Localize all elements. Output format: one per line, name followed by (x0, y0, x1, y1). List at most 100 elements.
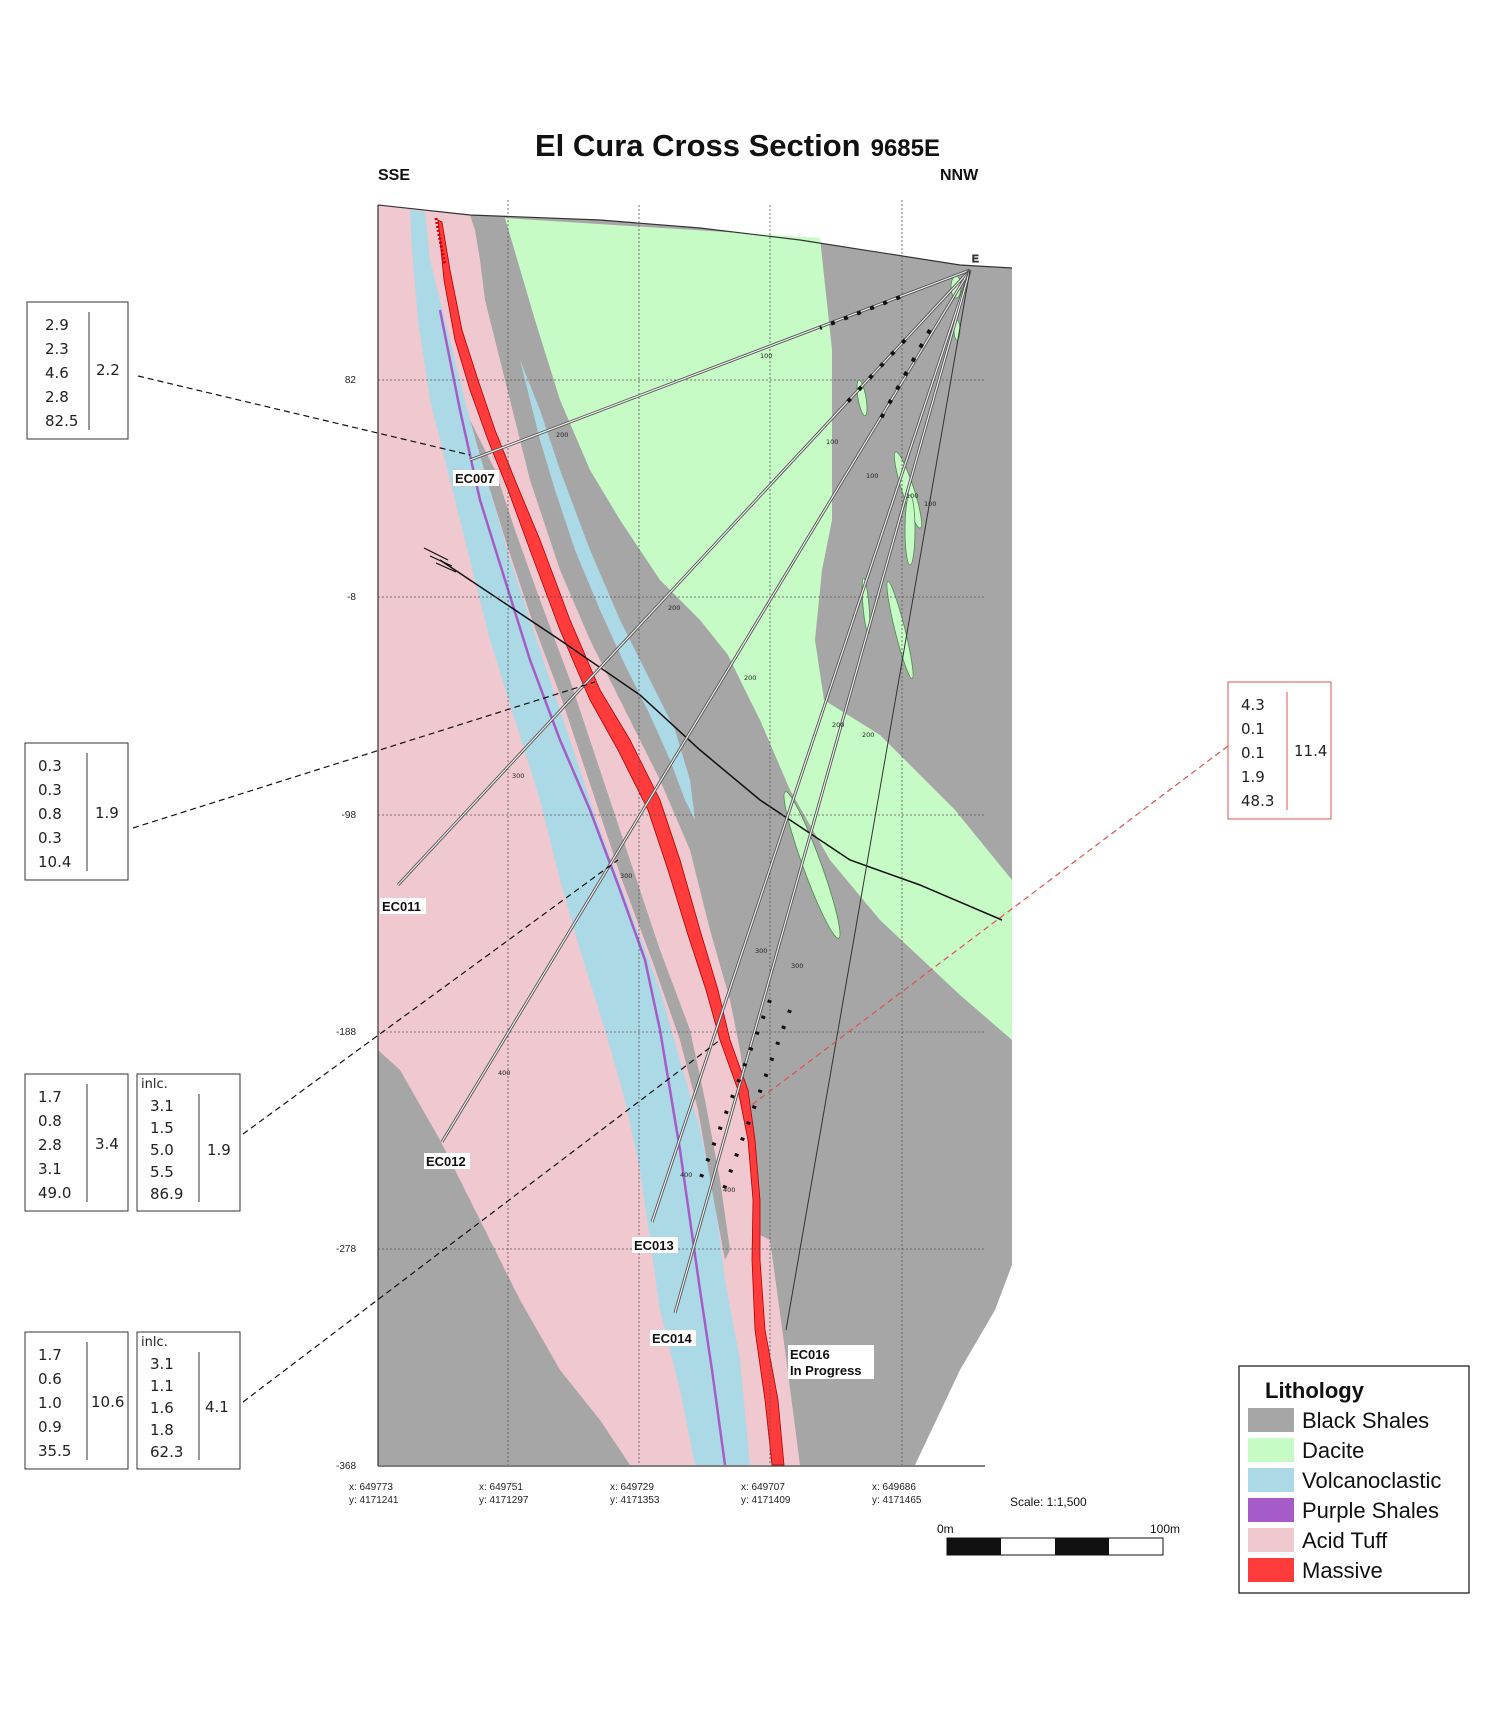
depth-mark: 400 (498, 1069, 510, 1077)
assay-incl-label: inlc. (141, 1077, 168, 1092)
hole-label-ec013: EC013 (634, 1238, 674, 1253)
elevation-label: -368 (336, 1461, 356, 1472)
scale-label: Scale: 1:1,500 (1010, 1495, 1087, 1509)
dacite-lens (783, 791, 841, 939)
assay-value: 1.1 (150, 1377, 174, 1395)
leader-lines (132, 375, 1229, 1403)
legend-swatch (1248, 1438, 1294, 1462)
collar-label: E (972, 254, 979, 265)
geology-section (377, 204, 1013, 1466)
depth-mark: 400 (680, 1171, 692, 1179)
coord-y-label: y: 4171465 (872, 1495, 922, 1506)
hole-label-ec011: EC011 (382, 899, 421, 914)
scale-end-label: 100m (1150, 1522, 1180, 1536)
black-shales-thin-band (470, 420, 730, 1260)
legend-swatch (1248, 1468, 1294, 1492)
legend-swatch (1248, 1498, 1294, 1522)
legend-label: Purple Shales (1302, 1498, 1439, 1523)
figure-title: El Cura Cross Section 9685E (535, 128, 940, 163)
assay-value: 62.3 (150, 1443, 183, 1461)
elevation-label: -278 (336, 1244, 356, 1255)
assay-result: 1.9 (95, 804, 119, 822)
depth-mark: 200 (744, 674, 756, 682)
assay-result: 1.9 (207, 1141, 231, 1159)
leader-line-box3 (242, 859, 619, 1135)
assay-value: 1.6 (150, 1399, 174, 1417)
depth-mark: 400 (723, 1186, 735, 1194)
assay-value: 0.1 (1241, 720, 1265, 738)
assay-box: 2.9 2.3 4.6 2.8 82.5 2.2 (26, 301, 129, 440)
assay-value: 0.8 (38, 805, 62, 823)
coord-y-label: y: 4171241 (349, 1495, 399, 1506)
dacite-unit-main (505, 218, 1012, 1040)
coord-x-label: x: 649773 (349, 1482, 393, 1493)
depth-mark: 200 (556, 431, 568, 439)
hole-label-ec012: EC012 (426, 1154, 466, 1169)
assay-value: 0.1 (1241, 744, 1265, 762)
coord-y-label: y: 4171409 (741, 1495, 791, 1506)
volcanoclastic-unit-west (410, 210, 750, 1465)
coord-x-label: x: 649729 (610, 1482, 654, 1493)
drill-holes: E (396, 254, 980, 1331)
hole-status-ec016: In Progress (790, 1363, 862, 1378)
fault-arrow (423, 547, 457, 573)
assay-box: 0.3 0.3 0.8 0.3 10.4 1.9 (24, 742, 129, 881)
legend-label: Dacite (1302, 1438, 1364, 1463)
legend-label: Black Shales (1302, 1408, 1429, 1433)
assay-value: 3.1 (150, 1097, 174, 1115)
leader-line-box1 (137, 375, 471, 456)
assay-result: 11.4 (1294, 742, 1327, 760)
assay-value: 2.8 (45, 388, 69, 406)
coord-y-label: y: 4171353 (610, 1495, 660, 1506)
assay-value: 3.1 (38, 1160, 62, 1178)
drill-hole-labels: EC007 EC011 EC012 EC013 EC014 EC016 In P… (380, 470, 874, 1379)
assay-value: 1.9 (1241, 768, 1265, 786)
assay-box: 1.7 0.8 2.8 3.1 49.0 3.4 (24, 1073, 129, 1212)
legend-label: Acid Tuff (1302, 1528, 1388, 1553)
assay-value: 4.3 (1241, 696, 1265, 714)
depth-mark: 100 (760, 352, 772, 360)
depth-mark: 200 (832, 721, 844, 729)
hole-label-ec016: EC016 (790, 1347, 830, 1362)
assay-result: 10.6 (91, 1393, 124, 1411)
hole-label-ec007: EC007 (455, 471, 495, 486)
assay-value: 86.9 (150, 1185, 183, 1203)
elevation-label: -188 (336, 1027, 356, 1038)
assay-value: 0.8 (38, 1112, 62, 1130)
assay-value: 1.8 (150, 1421, 174, 1439)
massive-unit (437, 219, 785, 1466)
assay-value: 4.6 (45, 364, 69, 382)
assay-value: 3.1 (150, 1355, 174, 1373)
assay-value: 82.5 (45, 412, 78, 430)
hole-label-ec014: EC014 (652, 1331, 693, 1346)
legend-swatch (1248, 1558, 1294, 1582)
elevation-label: 82 (345, 375, 357, 386)
assay-incl-label: inlc. (141, 1335, 168, 1350)
acid-tuff-unit-east (750, 1230, 800, 1465)
assay-value: 5.5 (150, 1163, 174, 1181)
legend-swatch (1248, 1528, 1294, 1552)
grid (377, 200, 985, 1467)
assay-value: 35.5 (38, 1442, 71, 1460)
assay-result: 4.1 (205, 1398, 229, 1416)
legend-label: Massive (1302, 1558, 1383, 1583)
dacite-lens (886, 581, 914, 679)
assay-value: 0.9 (38, 1418, 62, 1436)
depth-mark: 200 (668, 604, 680, 612)
purple-shales-unit (438, 309, 727, 1466)
assay-value: 1.0 (38, 1394, 62, 1412)
depth-mark: 300 (512, 772, 524, 780)
fault-line (439, 559, 1003, 921)
depth-marks: 100 100 100 100 100 200 200 200 200 200 … (498, 352, 936, 1194)
assay-value: 10.4 (38, 853, 71, 871)
ground-surface (377, 204, 1013, 269)
leader-line-box5 (744, 745, 1229, 1111)
coord-x-label: x: 649751 (479, 1482, 523, 1493)
depth-mark: 300 (791, 962, 803, 970)
assay-value: 49.0 (38, 1184, 71, 1202)
assay-value: 5.0 (150, 1141, 174, 1159)
direction-right-label: NNW (940, 167, 979, 184)
assay-result: 3.4 (95, 1135, 119, 1153)
assay-value: 0.3 (38, 829, 62, 847)
